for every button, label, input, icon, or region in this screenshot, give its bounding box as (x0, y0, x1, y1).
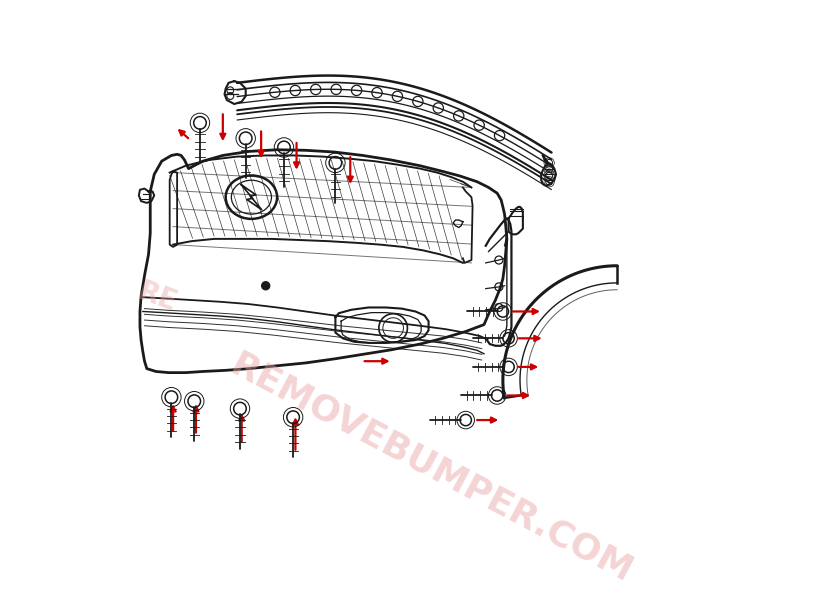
Text: REMOVEBUMPER.COM: REMOVEBUMPER.COM (224, 348, 638, 589)
Circle shape (262, 282, 270, 290)
Text: RE: RE (134, 277, 181, 317)
